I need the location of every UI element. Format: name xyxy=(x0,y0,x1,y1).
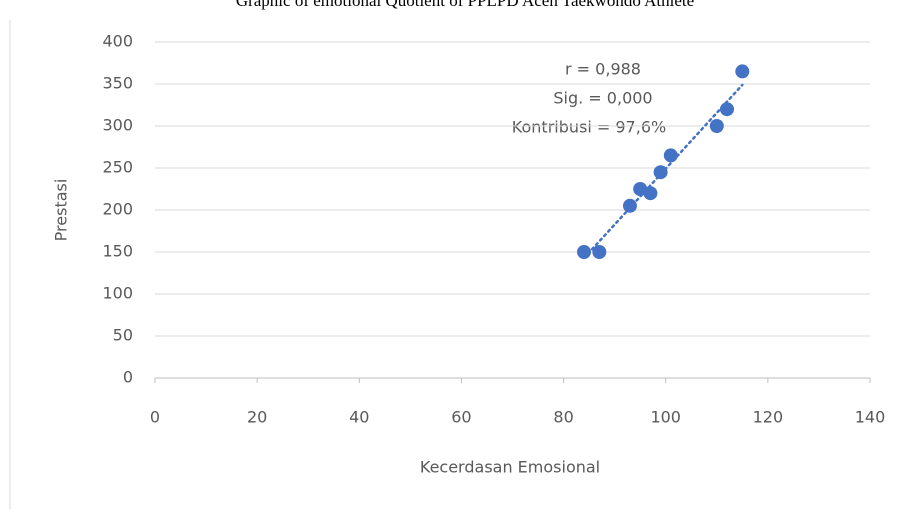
x-tick-label: 20 xyxy=(247,408,267,427)
x-axis-title: Kecerdasan Emosional xyxy=(420,458,600,477)
point xyxy=(592,245,607,259)
y-axis-title: Prestasi xyxy=(52,179,71,242)
point xyxy=(622,198,637,213)
x-tick-label: 0 xyxy=(150,408,160,427)
annotation: Sig. = 0,000 xyxy=(553,89,652,108)
point xyxy=(577,245,591,259)
annotation: Kontribusi = 97,6% xyxy=(512,118,666,137)
trendline xyxy=(582,83,744,260)
y-tick-label: 400 xyxy=(102,32,133,51)
x-tick-label: 120 xyxy=(753,408,784,427)
x-tick-label: 60 xyxy=(451,408,471,427)
point xyxy=(643,186,658,201)
point xyxy=(653,165,668,180)
y-tick-label: 250 xyxy=(102,158,133,177)
x-tick-label: 140 xyxy=(855,408,886,427)
y-tick-label: 50 xyxy=(113,326,133,345)
point xyxy=(735,64,750,79)
x-tick-label: 40 xyxy=(349,408,369,427)
y-tick-label: 150 xyxy=(102,242,133,261)
annotation: r = 0,988 xyxy=(565,60,641,79)
x-tick-label: 100 xyxy=(650,408,681,427)
y-tick-label: 350 xyxy=(102,74,133,93)
point xyxy=(720,102,734,117)
y-tick-label: 100 xyxy=(102,284,133,303)
y-tick-label: 200 xyxy=(102,200,133,219)
point xyxy=(709,119,724,133)
point xyxy=(663,148,678,163)
chart-title: Graphic of emotional Quotient of PPLPD A… xyxy=(236,0,694,10)
y-tick-label: 300 xyxy=(102,116,133,135)
y-tick-label: 0 xyxy=(123,368,133,387)
x-tick-label: 80 xyxy=(553,408,573,427)
